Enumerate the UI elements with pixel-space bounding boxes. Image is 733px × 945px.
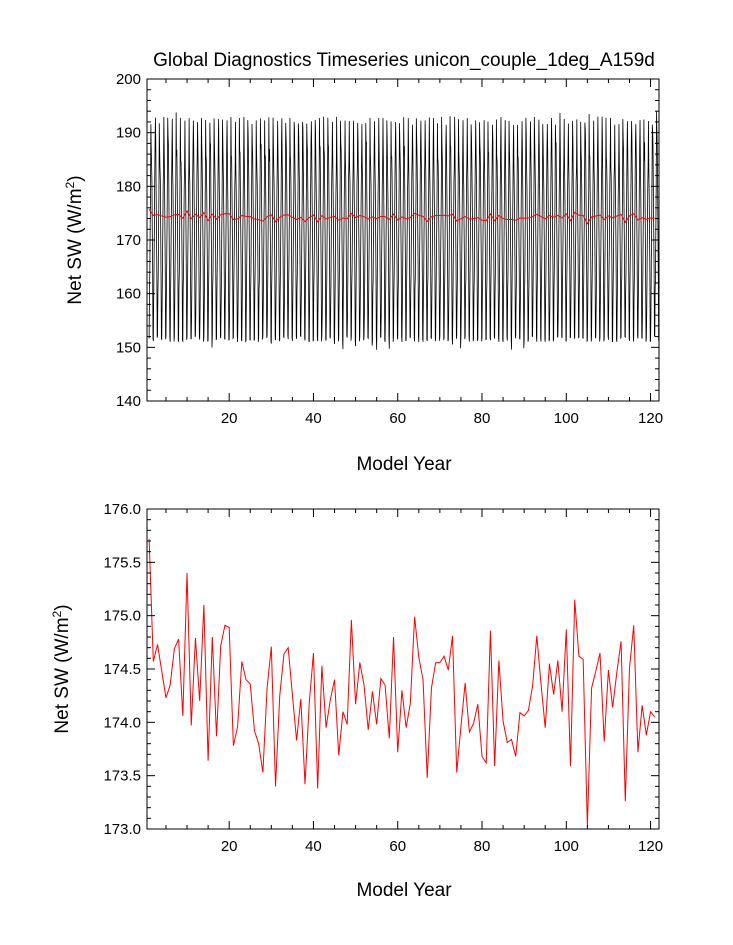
top-ticks: 20 40 60 80 100 120 140 150 160 170 180 190 200 (116, 71, 663, 427)
bottom-plot-frame (146, 508, 660, 830)
top-monthly-line (148, 111, 660, 350)
bottom-x-axis-label: Model Year (356, 880, 452, 901)
top-xtick-label: 20 (221, 410, 238, 427)
top-ytick-label: 140 (116, 393, 141, 410)
bottom-ytick-label: 175.5 (103, 554, 141, 571)
bottom-ytick-label: 175.0 (103, 608, 141, 625)
top-xtick-label: 100 (554, 410, 579, 427)
top-ytick-label: 190 (116, 125, 141, 142)
top-xtick-label: 80 (474, 410, 491, 427)
panel-bottom: 20 40 60 80 100 120 173.0 173.5 174.0 174.5 175.0 1… (50, 501, 663, 901)
bottom-annual-series (148, 538, 656, 826)
top-xtick-label: 40 (305, 410, 322, 427)
bottom-xtick-label: 120 (638, 838, 663, 855)
top-ytick-label: 160 (116, 286, 141, 303)
top-ytick-label: 180 (116, 178, 141, 195)
bottom-ytick-label: 173.5 (103, 768, 141, 785)
bottom-y-axis-label: Net SW (W/m2) (50, 604, 73, 733)
panel-top: 20 40 60 80 100 120 140 150 160 170 180 190 200 Mode… (63, 71, 663, 475)
top-annual-line (148, 209, 655, 225)
top-ytick-label: 170 (116, 232, 141, 249)
bottom-ytick-label: 176.0 (103, 501, 141, 518)
bottom-ticks: 20 40 60 80 100 120 173.0 173.5 174.0 174.5 175.0 1… (103, 501, 663, 855)
bottom-xtick-label: 20 (221, 838, 238, 855)
bottom-ytick-label: 174.0 (103, 714, 141, 731)
bottom-xtick-label: 60 (389, 838, 406, 855)
bottom-xtick-label: 100 (554, 838, 579, 855)
bottom-ytick-label: 173.0 (103, 821, 141, 838)
top-ytick-label: 150 (116, 339, 141, 356)
bottom-xtick-label: 80 (474, 838, 491, 855)
top-monthly-series (148, 111, 660, 350)
chart-title: Global Diagnostics Timeseries unicon_cou… (153, 50, 655, 71)
top-xtick-label: 120 (638, 410, 663, 427)
top-y-axis-label: Net SW (W/m2) (63, 175, 86, 304)
top-annual-series (148, 209, 655, 225)
bottom-annual-line (148, 538, 656, 826)
top-xtick-label: 60 (389, 410, 406, 427)
top-x-axis-label: Model Year (356, 454, 452, 475)
bottom-xtick-label: 40 (305, 838, 322, 855)
top-ytick-label: 200 (116, 71, 141, 88)
bottom-ytick-label: 174.5 (103, 661, 141, 678)
